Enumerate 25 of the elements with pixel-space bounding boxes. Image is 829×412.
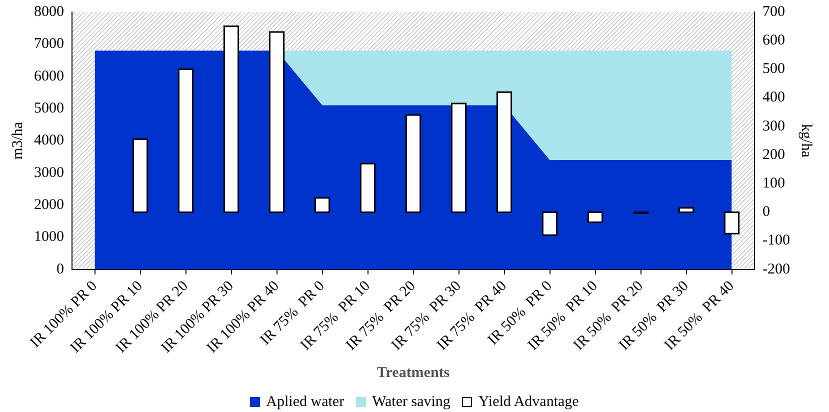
legend-label: Aplied water [266, 394, 344, 410]
y-tick-label: 6000 [34, 68, 64, 84]
y-tick-label: 5000 [34, 100, 64, 116]
y2-tick-label: -200 [762, 261, 790, 278]
y2-axis-title: kg/ha [798, 124, 814, 158]
legend-label: Yield Advantage [478, 394, 579, 410]
y2-tick-label: 600 [762, 32, 786, 49]
y2-tick-label: 200 [762, 146, 786, 163]
y2-tick-label: 0 [762, 204, 770, 220]
y2-tick-label: 700 [762, 4, 786, 20]
legend-label: Water saving [372, 394, 450, 410]
y-tick-label: 1000 [34, 229, 64, 246]
y-tick-label: 4000 [34, 132, 64, 149]
y2-tick-label: 400 [762, 90, 786, 106]
y2-tick-label: -100 [762, 232, 790, 249]
y2-tick-label: 500 [762, 61, 786, 78]
y-tick-label: 3000 [34, 164, 64, 181]
y-tick-label: 8000 [34, 4, 64, 20]
x-axis-title: Treatments [376, 364, 450, 381]
y2-tick-label: 100 [762, 176, 786, 192]
y2-tick-label: 300 [762, 118, 786, 134]
y-axis-title: m3/ha [10, 122, 26, 160]
y-tick-label: 2000 [34, 196, 64, 213]
y-tick-label: 7000 [34, 36, 64, 52]
y-tick-label: 0 [56, 261, 64, 278]
